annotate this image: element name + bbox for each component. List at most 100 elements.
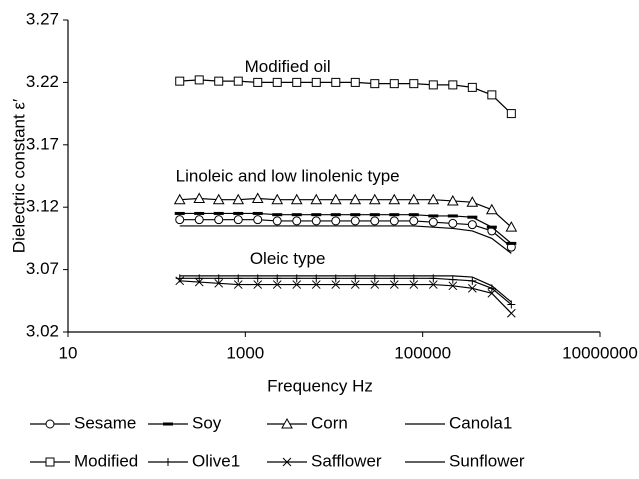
annotation: Linoleic and low linolenic type: [176, 167, 400, 186]
marker: [389, 79, 399, 89]
marker: [273, 274, 282, 283]
marker: [311, 77, 321, 87]
legend-item: Sunflower: [405, 451, 525, 470]
marker: [351, 274, 360, 283]
marker: [233, 76, 243, 86]
marker: [233, 280, 243, 289]
marker: [310, 193, 323, 205]
marker: [175, 215, 185, 225]
x-tick-label: 1000: [226, 343, 264, 362]
marker: [407, 193, 420, 205]
marker: [467, 82, 477, 92]
legend-label: Soy: [192, 413, 222, 432]
marker: [428, 217, 438, 227]
marker: [331, 274, 340, 283]
marker: [251, 192, 264, 203]
legend-label: Sunflower: [449, 451, 525, 470]
series-line: [179, 275, 512, 303]
marker: [485, 203, 498, 215]
marker: [507, 300, 516, 309]
legend-item: Modified: [30, 451, 138, 470]
marker: [409, 216, 419, 226]
marker: [390, 274, 399, 283]
marker: [214, 278, 224, 288]
marker: [194, 215, 204, 225]
marker: [409, 280, 419, 289]
marker: [214, 215, 224, 225]
marker: [173, 193, 186, 205]
marker: [292, 77, 302, 87]
y-tick-label: 3.22: [26, 72, 59, 91]
legend-label: Corn: [311, 413, 348, 432]
series-line: [179, 212, 512, 244]
marker: [193, 192, 206, 203]
marker: [428, 80, 438, 90]
series-line: [179, 219, 512, 248]
y-tick-label: 3.27: [26, 9, 59, 28]
marker: [194, 277, 204, 287]
legend-label: Canola1: [449, 413, 512, 432]
x-tick-label: 100000: [394, 343, 451, 362]
marker: [368, 193, 381, 205]
marker: [487, 284, 496, 293]
marker: [448, 80, 458, 90]
marker: [448, 275, 457, 284]
marker: [409, 274, 418, 283]
marker: [429, 274, 438, 283]
marker: [272, 77, 282, 87]
marker: [272, 280, 282, 289]
marker: [505, 221, 518, 232]
y-tick-label: 3.02: [26, 321, 59, 340]
marker: [350, 216, 360, 226]
marker: [234, 274, 243, 283]
marker: [194, 75, 204, 85]
marker: [272, 216, 282, 226]
marker: [466, 196, 479, 207]
legend-label: Sesame: [74, 413, 136, 432]
marker: [290, 193, 303, 205]
marker: [253, 274, 262, 283]
y-tick-label: 3.12: [26, 197, 59, 216]
y-axis-label: Dielectric constant ε′: [9, 99, 28, 253]
marker: [45, 419, 55, 429]
marker: [370, 216, 380, 226]
marker: [292, 274, 301, 283]
marker: [446, 194, 459, 206]
y-tick-label: 3.07: [26, 259, 59, 278]
marker: [467, 283, 477, 293]
y-tick-label: 3.17: [26, 134, 59, 153]
marker: [232, 193, 245, 205]
marker: [292, 216, 302, 226]
marker: [195, 274, 204, 283]
marker: [467, 220, 477, 230]
marker: [175, 276, 185, 286]
marker: [212, 193, 225, 205]
marker: [427, 193, 440, 205]
series-line: [179, 277, 512, 306]
marker: [45, 457, 55, 467]
x-axis-label: Frequency Hz: [267, 376, 373, 395]
marker: [409, 79, 419, 89]
marker: [271, 193, 284, 205]
marker: [312, 274, 321, 283]
x-tick-label: 10: [59, 343, 78, 362]
series-line: [179, 280, 512, 314]
legend-label: Modified: [74, 451, 138, 470]
marker: [253, 77, 263, 87]
legend-item: Canola1: [405, 413, 512, 432]
marker: [487, 90, 497, 100]
series-line: [179, 225, 512, 254]
marker: [487, 288, 497, 298]
marker: [506, 308, 516, 318]
marker: [331, 77, 341, 87]
marker: [175, 76, 185, 86]
marker: [448, 281, 458, 291]
marker: [506, 109, 516, 119]
marker: [233, 215, 243, 225]
marker: [350, 280, 360, 289]
marker: [468, 276, 477, 285]
marker: [311, 216, 321, 226]
marker: [370, 274, 379, 283]
marker: [448, 218, 458, 228]
